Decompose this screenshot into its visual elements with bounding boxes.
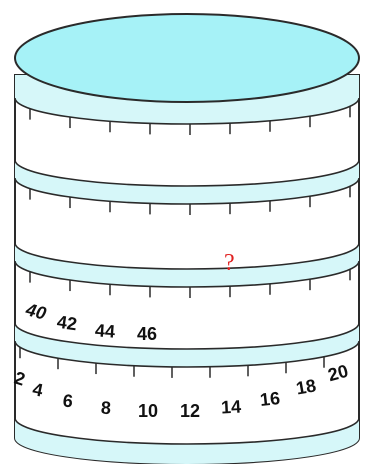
arc-98 — [14, 97, 360, 125]
label-8: 8 — [100, 398, 111, 418]
band-bottom — [15, 418, 359, 464]
label-16: 16 — [259, 388, 281, 410]
arc-341 — [14, 340, 360, 368]
band-3 — [15, 323, 359, 367]
label-14: 14 — [220, 396, 241, 417]
band-2 — [15, 243, 359, 287]
label-42: 42 — [56, 312, 79, 335]
label-18: 18 — [294, 375, 317, 398]
arc-243 — [14, 242, 360, 270]
label-46: 46 — [137, 324, 157, 344]
label-4: 4 — [31, 379, 45, 401]
cylinder-top-face — [14, 13, 360, 103]
arc-160 — [14, 159, 360, 187]
label-10: 10 — [138, 401, 158, 421]
question-mark: ? — [224, 250, 235, 276]
scale-ticks — [19, 106, 351, 378]
label-6: 6 — [62, 390, 74, 411]
bottom-scale-labels: 2 4 6 8 10 12 14 16 18 20 — [12, 361, 350, 421]
third-scale-labels: 40 42 44 46 — [23, 299, 157, 344]
arc-178 — [14, 177, 360, 205]
arc-418 — [14, 417, 360, 445]
arc-261 — [14, 260, 360, 288]
label-12: 12 — [180, 401, 200, 421]
band-1 — [15, 160, 359, 204]
band-outlines — [14, 97, 360, 445]
arc-323 — [14, 322, 360, 350]
label-44: 44 — [94, 320, 115, 341]
label-40: 40 — [23, 299, 48, 323]
